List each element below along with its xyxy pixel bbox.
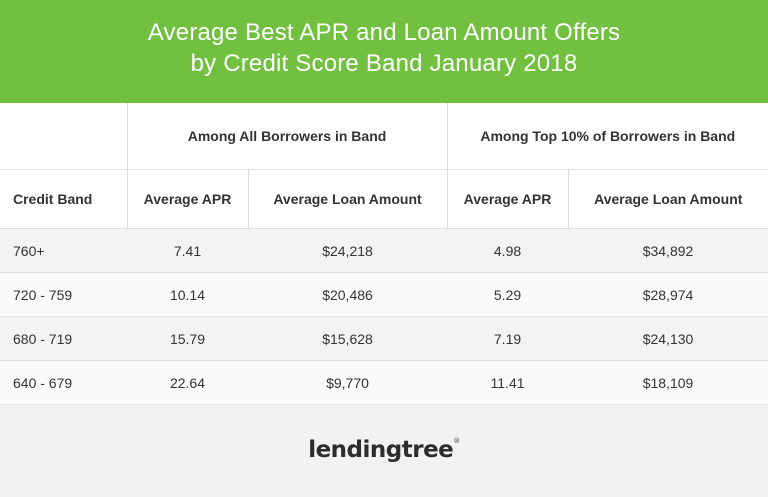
table-cell: 10.14 bbox=[127, 272, 248, 317]
group-header-top10: Among Top 10% of Borrowers in Band bbox=[446, 103, 768, 170]
table-cell: $24,130 bbox=[568, 316, 768, 361]
table-cell: 4.98 bbox=[447, 228, 569, 273]
table-cell: 640 - 679 bbox=[0, 360, 127, 405]
table-cell: 7.41 bbox=[127, 228, 248, 273]
table-cell: 7.19 bbox=[447, 316, 569, 361]
group-header-empty bbox=[0, 103, 127, 170]
table-cell: 760+ bbox=[0, 228, 127, 273]
column-header: Average APR bbox=[126, 169, 248, 229]
table-cell: 11.41 bbox=[447, 360, 569, 405]
table-row: 680 - 719 15.79 $15,628 7.19 $24,130 bbox=[0, 316, 768, 361]
logo-text: lendingtree bbox=[308, 437, 454, 463]
column-header-row: Credit Band Average APR Average Loan Amo… bbox=[0, 169, 768, 229]
trademark-icon: ® bbox=[453, 437, 460, 445]
column-header: Credit Band bbox=[0, 169, 127, 229]
table-row: 720 - 759 10.14 $20,486 5.29 $28,974 bbox=[0, 272, 768, 317]
table-cell: 22.64 bbox=[127, 360, 248, 405]
table-row: 760+ 7.41 $24,218 4.98 $34,892 bbox=[0, 228, 768, 273]
page-title-line1: Average Best APR and Loan Amount Offers bbox=[147, 19, 621, 46]
column-header: Average Loan Amount bbox=[247, 169, 448, 229]
table-row: 640 - 679 22.64 $9,770 11.41 $18,109 bbox=[0, 360, 768, 405]
table-cell: $20,486 bbox=[248, 272, 448, 317]
table-cell: 5.29 bbox=[447, 272, 569, 317]
group-header-all: Among All Borrowers in Band bbox=[126, 103, 448, 170]
title-banner: Average Best APR and Loan Amount Offers … bbox=[0, 0, 768, 103]
table-cell: 720 - 759 bbox=[0, 272, 127, 317]
table-cell: $18,109 bbox=[568, 360, 768, 405]
page-title-line2: by Credit Score Band January 2018 bbox=[190, 50, 578, 77]
group-header-row: Among All Borrowers in Band Among Top 10… bbox=[0, 103, 768, 170]
table-cell: $34,892 bbox=[568, 228, 768, 273]
table-cell: 15.79 bbox=[127, 316, 248, 361]
column-header: Average Loan Amount bbox=[567, 169, 768, 229]
table-cell: $15,628 bbox=[248, 316, 448, 361]
apr-table: Among All Borrowers in Band Among Top 10… bbox=[0, 103, 768, 405]
lendingtree-logo: lendingtree® bbox=[0, 437, 768, 463]
column-header: Average APR bbox=[446, 169, 569, 229]
table-cell: $9,770 bbox=[248, 360, 448, 405]
table-cell: $28,974 bbox=[568, 272, 768, 317]
table-cell: 680 - 719 bbox=[0, 316, 127, 361]
table-cell: $24,218 bbox=[248, 228, 448, 273]
